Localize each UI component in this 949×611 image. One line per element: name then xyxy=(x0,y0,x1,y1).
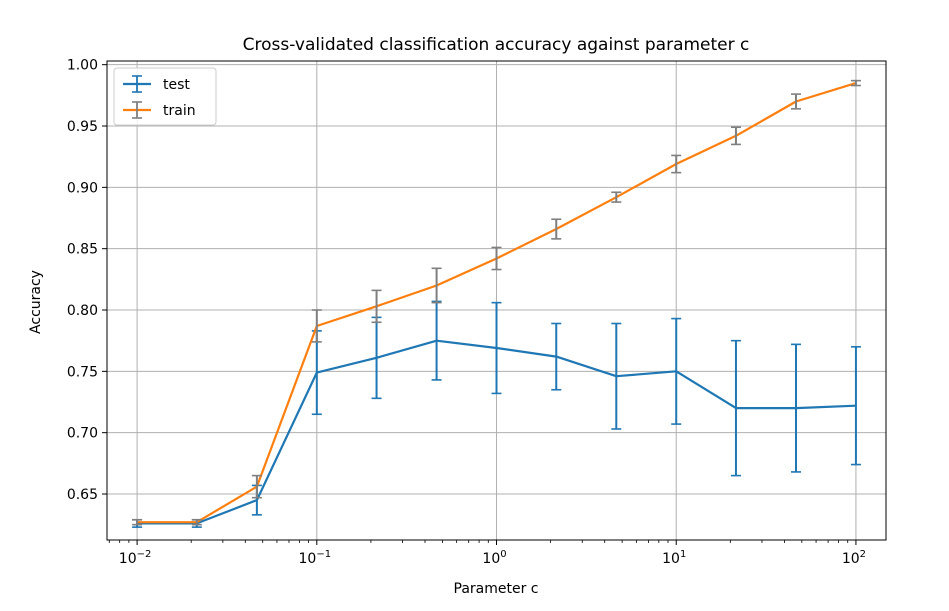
y-tick-label: 0.85 xyxy=(67,242,98,258)
legend: test train xyxy=(113,67,217,126)
x-tick-label: 100 xyxy=(482,549,506,567)
test-series-line xyxy=(137,339,856,525)
plot-series xyxy=(132,79,861,528)
y-tick-label: 0.75 xyxy=(67,364,98,380)
plot-frame xyxy=(106,60,887,541)
chart-title: Cross-validated classification accuracy … xyxy=(243,35,750,55)
legend-test-label: test xyxy=(163,77,190,93)
x-tick-label: 102 xyxy=(842,549,866,567)
y-tick-label: 0.90 xyxy=(67,180,98,196)
x-tick-label: 10−1 xyxy=(299,549,332,567)
y-tick-label: 0.95 xyxy=(67,119,98,135)
x-axis-label: Parameter c xyxy=(454,581,539,597)
y-axis-ticks: 0.65 0.70 0.75 0.80 0.85 0.90 0.95 1.00 xyxy=(67,58,107,503)
legend-train-label: train xyxy=(163,103,196,119)
x-axis-ticks: 10−2 10−1 100 101 102 xyxy=(108,540,866,567)
x-tick-label: 10−2 xyxy=(119,549,152,567)
x-tick-label: 101 xyxy=(662,549,686,567)
y-tick-label: 0.70 xyxy=(67,426,98,442)
y-tick-label: 0.80 xyxy=(67,303,98,319)
y-tick-label: 0.65 xyxy=(67,487,98,503)
y-axis-label: Accuracy xyxy=(28,270,44,334)
y-tick-label: 1.00 xyxy=(67,58,98,74)
